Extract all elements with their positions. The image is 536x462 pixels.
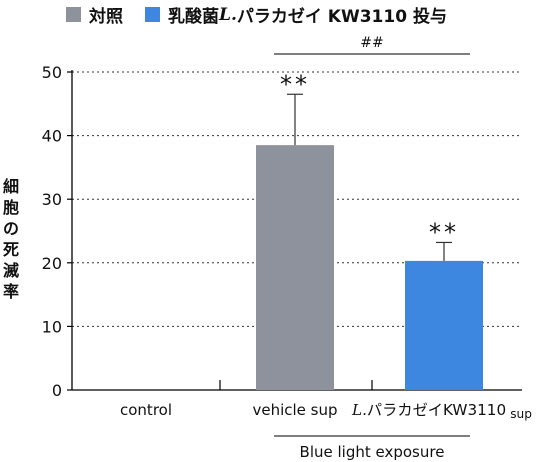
y-axis-label-char: 死 xyxy=(2,240,19,259)
group-label: Blue light exposure xyxy=(300,443,445,461)
y-axis-label: 細 胞 の 死 滅 率 xyxy=(0,176,22,302)
x-category-label-3-main: パラカゼイKW3110 xyxy=(367,401,506,419)
y-axis-label-char: 滅 xyxy=(2,261,19,280)
y-tick-label: 30 xyxy=(42,190,62,209)
x-category-label-3-italic: L. xyxy=(351,401,367,419)
legend-item-control: 対照 xyxy=(66,2,123,27)
y-axis-label-char: 胞 xyxy=(2,198,19,217)
legend-label-kw3110-suffix: パラカゼイ KW3110 投与 xyxy=(236,7,447,27)
y-tick-label: 40 xyxy=(42,127,62,146)
y-tick-label: 10 xyxy=(42,317,62,336)
x-category-label-2: vehicle sup xyxy=(252,401,337,419)
y-tick-label: 20 xyxy=(42,254,62,273)
significance-stars-3: ** xyxy=(429,218,459,246)
x-category-label-3: L.パラカゼイKW3110 sup xyxy=(351,401,532,421)
legend-swatch-control xyxy=(66,7,81,22)
x-category-label-1: control xyxy=(120,401,172,419)
x-category-label-3-sub: sup xyxy=(510,407,532,421)
y-axis-label-char: の xyxy=(2,219,19,238)
legend-label-control: 対照 xyxy=(89,7,123,27)
bar-3 xyxy=(405,260,483,390)
legend-label-kw3110-prefix: 乳酸菌 xyxy=(168,7,219,27)
legend-swatch-kw3110 xyxy=(145,7,160,22)
legend-label-kw3110-italic: L. xyxy=(219,4,237,25)
y-axis-label-char: 率 xyxy=(2,282,19,301)
chart-legend: 対照 乳酸菌 L. パラカゼイ KW3110 投与 xyxy=(66,2,469,27)
significance-hash-label: ## xyxy=(360,35,383,51)
y-tick-label: 50 xyxy=(42,63,62,82)
significance-stars-2: ** xyxy=(280,70,310,98)
y-axis-label-char: 細 xyxy=(2,177,19,196)
bar-2 xyxy=(256,145,334,390)
legend-item-kw3110: 乳酸菌 L. パラカゼイ KW3110 投与 xyxy=(145,2,447,27)
y-tick-label: 0 xyxy=(52,381,62,400)
